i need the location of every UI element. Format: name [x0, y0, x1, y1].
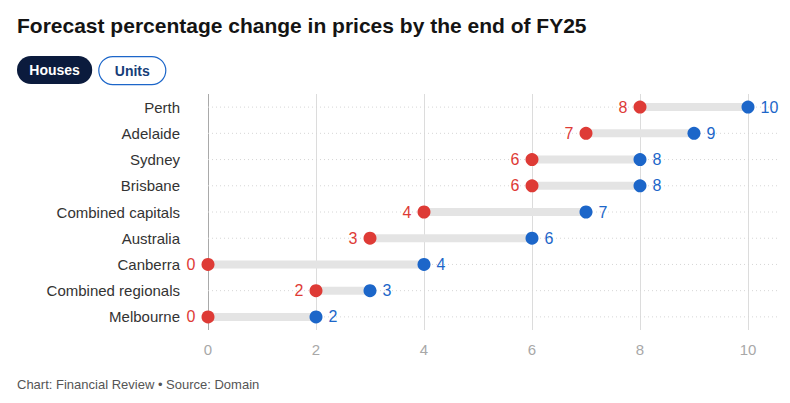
- svg-text:Combined regionals: Combined regionals: [47, 282, 180, 299]
- svg-text:0: 0: [187, 308, 196, 325]
- svg-text:7: 7: [599, 204, 608, 221]
- svg-text:Brisbane: Brisbane: [121, 177, 180, 194]
- svg-text:Sydney: Sydney: [130, 151, 181, 168]
- svg-text:6: 6: [511, 151, 520, 168]
- svg-text:2: 2: [329, 308, 338, 325]
- svg-text:4: 4: [437, 256, 446, 273]
- svg-text:0: 0: [187, 256, 196, 273]
- svg-text:Australia: Australia: [122, 230, 181, 247]
- svg-text:8: 8: [619, 99, 628, 116]
- svg-text:Chart: Financial Review • Sour: Chart: Financial Review • Source: Domain: [17, 377, 259, 392]
- svg-text:Combined capitals: Combined capitals: [57, 204, 180, 221]
- svg-text:8: 8: [636, 341, 644, 358]
- svg-text:Canberra: Canberra: [117, 256, 180, 273]
- svg-text:3: 3: [383, 282, 392, 299]
- svg-text:2: 2: [312, 341, 320, 358]
- svg-text:Melbourne: Melbourne: [109, 308, 180, 325]
- svg-text:Perth: Perth: [144, 99, 180, 116]
- svg-text:2: 2: [295, 282, 304, 299]
- svg-text:Houses: Houses: [29, 62, 80, 78]
- svg-text:Adelaide: Adelaide: [122, 125, 180, 142]
- svg-text:9: 9: [707, 125, 716, 142]
- svg-text:10: 10: [761, 99, 779, 116]
- svg-text:3: 3: [349, 230, 358, 247]
- svg-text:8: 8: [653, 151, 662, 168]
- svg-text:8: 8: [653, 177, 662, 194]
- svg-text:Forecast percentage change in: Forecast percentage change in prices by …: [17, 14, 587, 37]
- svg-text:10: 10: [740, 341, 757, 358]
- svg-text:4: 4: [403, 204, 412, 221]
- svg-text:6: 6: [528, 341, 536, 358]
- svg-text:6: 6: [545, 230, 554, 247]
- svg-text:Units: Units: [115, 63, 150, 79]
- svg-text:7: 7: [565, 125, 574, 142]
- svg-text:4: 4: [420, 341, 428, 358]
- svg-text:0: 0: [204, 341, 212, 358]
- svg-text:6: 6: [511, 177, 520, 194]
